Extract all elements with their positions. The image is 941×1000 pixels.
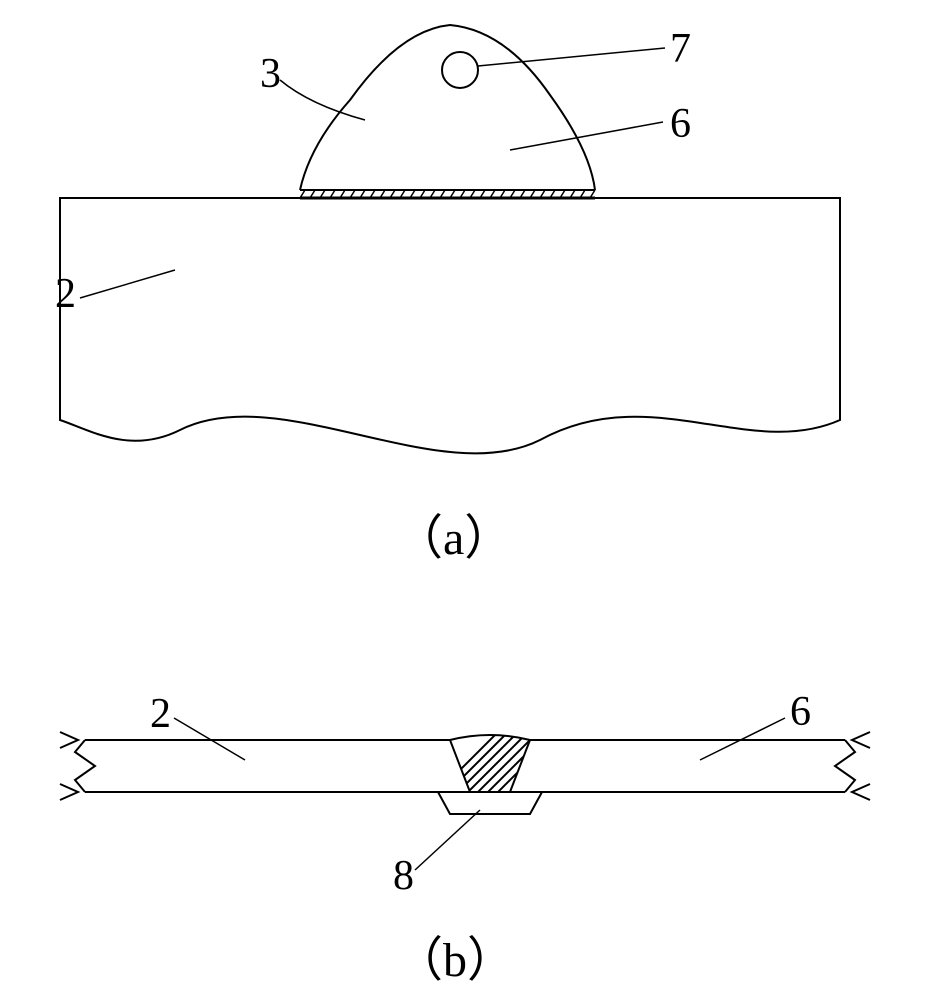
callout-6b: 6 — [790, 688, 811, 736]
callout-7: 7 — [670, 25, 691, 73]
backing-bar — [438, 792, 542, 814]
leader-3 — [280, 80, 365, 120]
callout-2: 2 — [55, 270, 76, 318]
break-left-zig — [75, 740, 95, 792]
hatch-base — [300, 190, 595, 198]
callout-2b: 2 — [150, 690, 171, 738]
weld-shape — [450, 735, 530, 792]
break-right-bottom — [852, 784, 870, 800]
hole-circle — [442, 52, 478, 88]
plate-main — [60, 198, 840, 453]
callout-6: 6 — [670, 100, 691, 148]
leader-2 — [80, 270, 175, 298]
technical-diagram: 3 7 6 2 （a） 2 6 8 （b） — [0, 0, 941, 1000]
callout-3: 3 — [260, 50, 281, 98]
callout-8: 8 — [393, 852, 414, 900]
diagram-b-group — [60, 718, 870, 870]
break-right-top — [852, 732, 870, 748]
leader-8 — [415, 810, 480, 870]
break-right-zig — [835, 740, 855, 792]
caption-a: （a） — [395, 498, 512, 568]
leader-7 — [478, 48, 665, 66]
break-left-bottom — [60, 784, 78, 800]
diagram-a-group — [60, 25, 840, 453]
caption-b: （b） — [395, 920, 515, 990]
lug-shape — [300, 25, 595, 190]
break-left-top — [60, 732, 78, 748]
leader-6 — [510, 122, 663, 150]
